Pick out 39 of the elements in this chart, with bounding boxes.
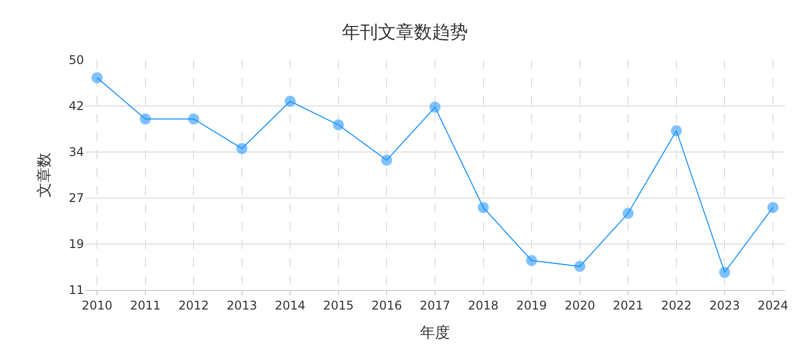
y-tick-label: 11 <box>68 283 84 298</box>
x-axis-title: 年度 <box>420 323 450 342</box>
x-tick-label: 2010 <box>82 298 112 312</box>
x-tick-label: 2017 <box>420 298 450 312</box>
chart-title: 年刊文章数趋势 <box>342 22 468 43</box>
point <box>767 202 778 213</box>
point <box>478 202 489 213</box>
point <box>381 154 392 166</box>
point <box>430 102 440 113</box>
x-tick-label: 2015 <box>323 298 354 312</box>
point <box>284 96 296 107</box>
point <box>670 125 682 136</box>
point <box>526 255 538 266</box>
y-tick-label: 42 <box>68 99 84 114</box>
y-axis-title: 文章数 <box>34 152 53 198</box>
point <box>92 72 103 84</box>
y-tick-label: 19 <box>68 237 84 252</box>
point <box>719 266 730 278</box>
point <box>236 142 248 154</box>
point <box>622 208 634 219</box>
x-tick-label: 2011 <box>130 298 161 312</box>
x-tick-label: 2020 <box>564 298 596 312</box>
x-tick-label: 2018 <box>468 298 499 312</box>
point <box>332 119 344 130</box>
point <box>574 260 586 272</box>
x-tick-label: 2014 <box>274 298 306 312</box>
x-tick-label: 2019 <box>516 298 547 312</box>
point <box>188 113 200 124</box>
x-tick-label: 2016 <box>371 298 402 312</box>
x-tick-label: 2024 <box>758 298 788 312</box>
y-tick-label: 34 <box>68 145 84 160</box>
x-tick-label: 2021 <box>612 298 644 312</box>
point <box>140 113 151 124</box>
y-tick-label: 27 <box>68 191 84 206</box>
y-tick-label: 50 <box>68 53 84 68</box>
x-tick-label: 2013 <box>226 298 258 312</box>
x-tick-label: 2023 <box>709 298 740 312</box>
x-tick-label: 2022 <box>661 298 692 312</box>
x-tick-label: 2012 <box>178 298 209 312</box>
